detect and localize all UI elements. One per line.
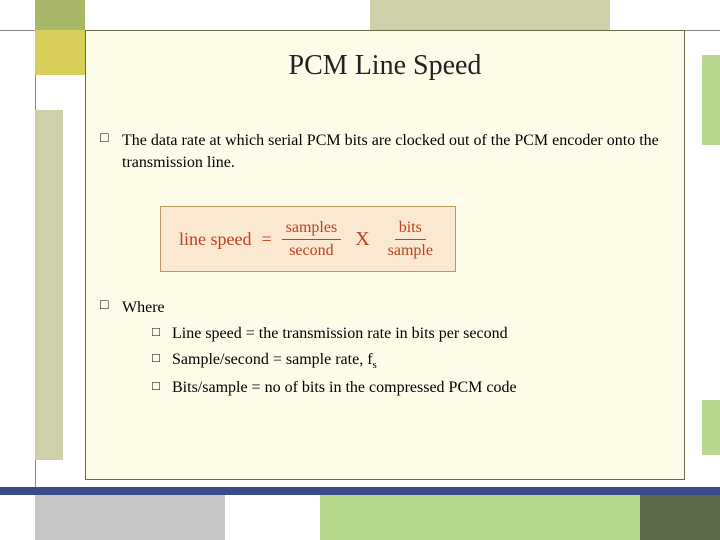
formula-equals: = — [261, 227, 271, 251]
formula-times: X — [351, 226, 373, 253]
bullet-item-2: □ Where □ Line speed = the transmission … — [100, 297, 670, 402]
formula-box: line speed = samples second X bits sampl… — [160, 206, 456, 272]
sub-bullet-marker-icon: □ — [152, 377, 172, 399]
decor-bottom-blue-line — [0, 487, 720, 495]
formula-row: line speed = samples second X bits sampl… — [179, 217, 437, 261]
decor-left-tan — [35, 110, 63, 460]
decor-right-green-mid — [702, 400, 720, 455]
frac2-numerator: bits — [395, 217, 426, 240]
sub-bullet-1: □ Line speed = the transmission rate in … — [152, 323, 670, 345]
sub-bullet-text-3: Bits/sample = no of bits in the compress… — [172, 377, 517, 399]
decor-bottom-dark — [640, 495, 720, 540]
bullet-marker-icon: □ — [100, 130, 122, 173]
bullet-text-1: The data rate at which serial PCM bits a… — [122, 130, 670, 173]
formula-fraction-2: bits sample — [384, 217, 437, 261]
sub-bullet-text-1: Line speed = the transmission rate in bi… — [172, 323, 508, 345]
frac1-numerator: samples — [282, 217, 342, 240]
formula-lhs: line speed — [179, 227, 251, 251]
formula-fraction-1: samples second — [282, 217, 342, 261]
decor-left-yellow — [35, 30, 85, 75]
sub2-subscript: s — [373, 359, 377, 371]
bullet-item-1: □ The data rate at which serial PCM bits… — [100, 130, 670, 173]
decor-top-olive — [35, 0, 85, 30]
decor-bottom-green — [320, 495, 640, 540]
frac1-denominator: second — [285, 240, 337, 262]
sub-bullet-marker-icon: □ — [152, 323, 172, 345]
sub-bullet-text-2: Sample/second = sample rate, fs — [172, 349, 377, 373]
decor-right-green-top — [702, 55, 720, 145]
bullet-marker-icon: □ — [100, 297, 122, 402]
decor-bottom-gray — [35, 495, 225, 540]
slide-content: □ The data rate at which serial PCM bits… — [100, 130, 670, 410]
sub-bullet-2: □ Sample/second = sample rate, fs — [152, 349, 670, 373]
sub-bullet-list: □ Line speed = the transmission rate in … — [152, 323, 670, 398]
sub2-text: Sample/second = sample rate, f — [172, 351, 373, 368]
decor-top-tan — [370, 0, 610, 30]
sub-bullet-marker-icon: □ — [152, 349, 172, 373]
sub-bullet-3: □ Bits/sample = no of bits in the compre… — [152, 377, 670, 399]
frac2-denominator: sample — [384, 240, 437, 262]
where-label: Where — [122, 299, 165, 316]
bullet-text-2: Where □ Line speed = the transmission ra… — [122, 297, 670, 402]
slide-title: PCM Line Speed — [85, 50, 685, 82]
slide-container: PCM Line Speed □ The data rate at which … — [0, 0, 720, 540]
